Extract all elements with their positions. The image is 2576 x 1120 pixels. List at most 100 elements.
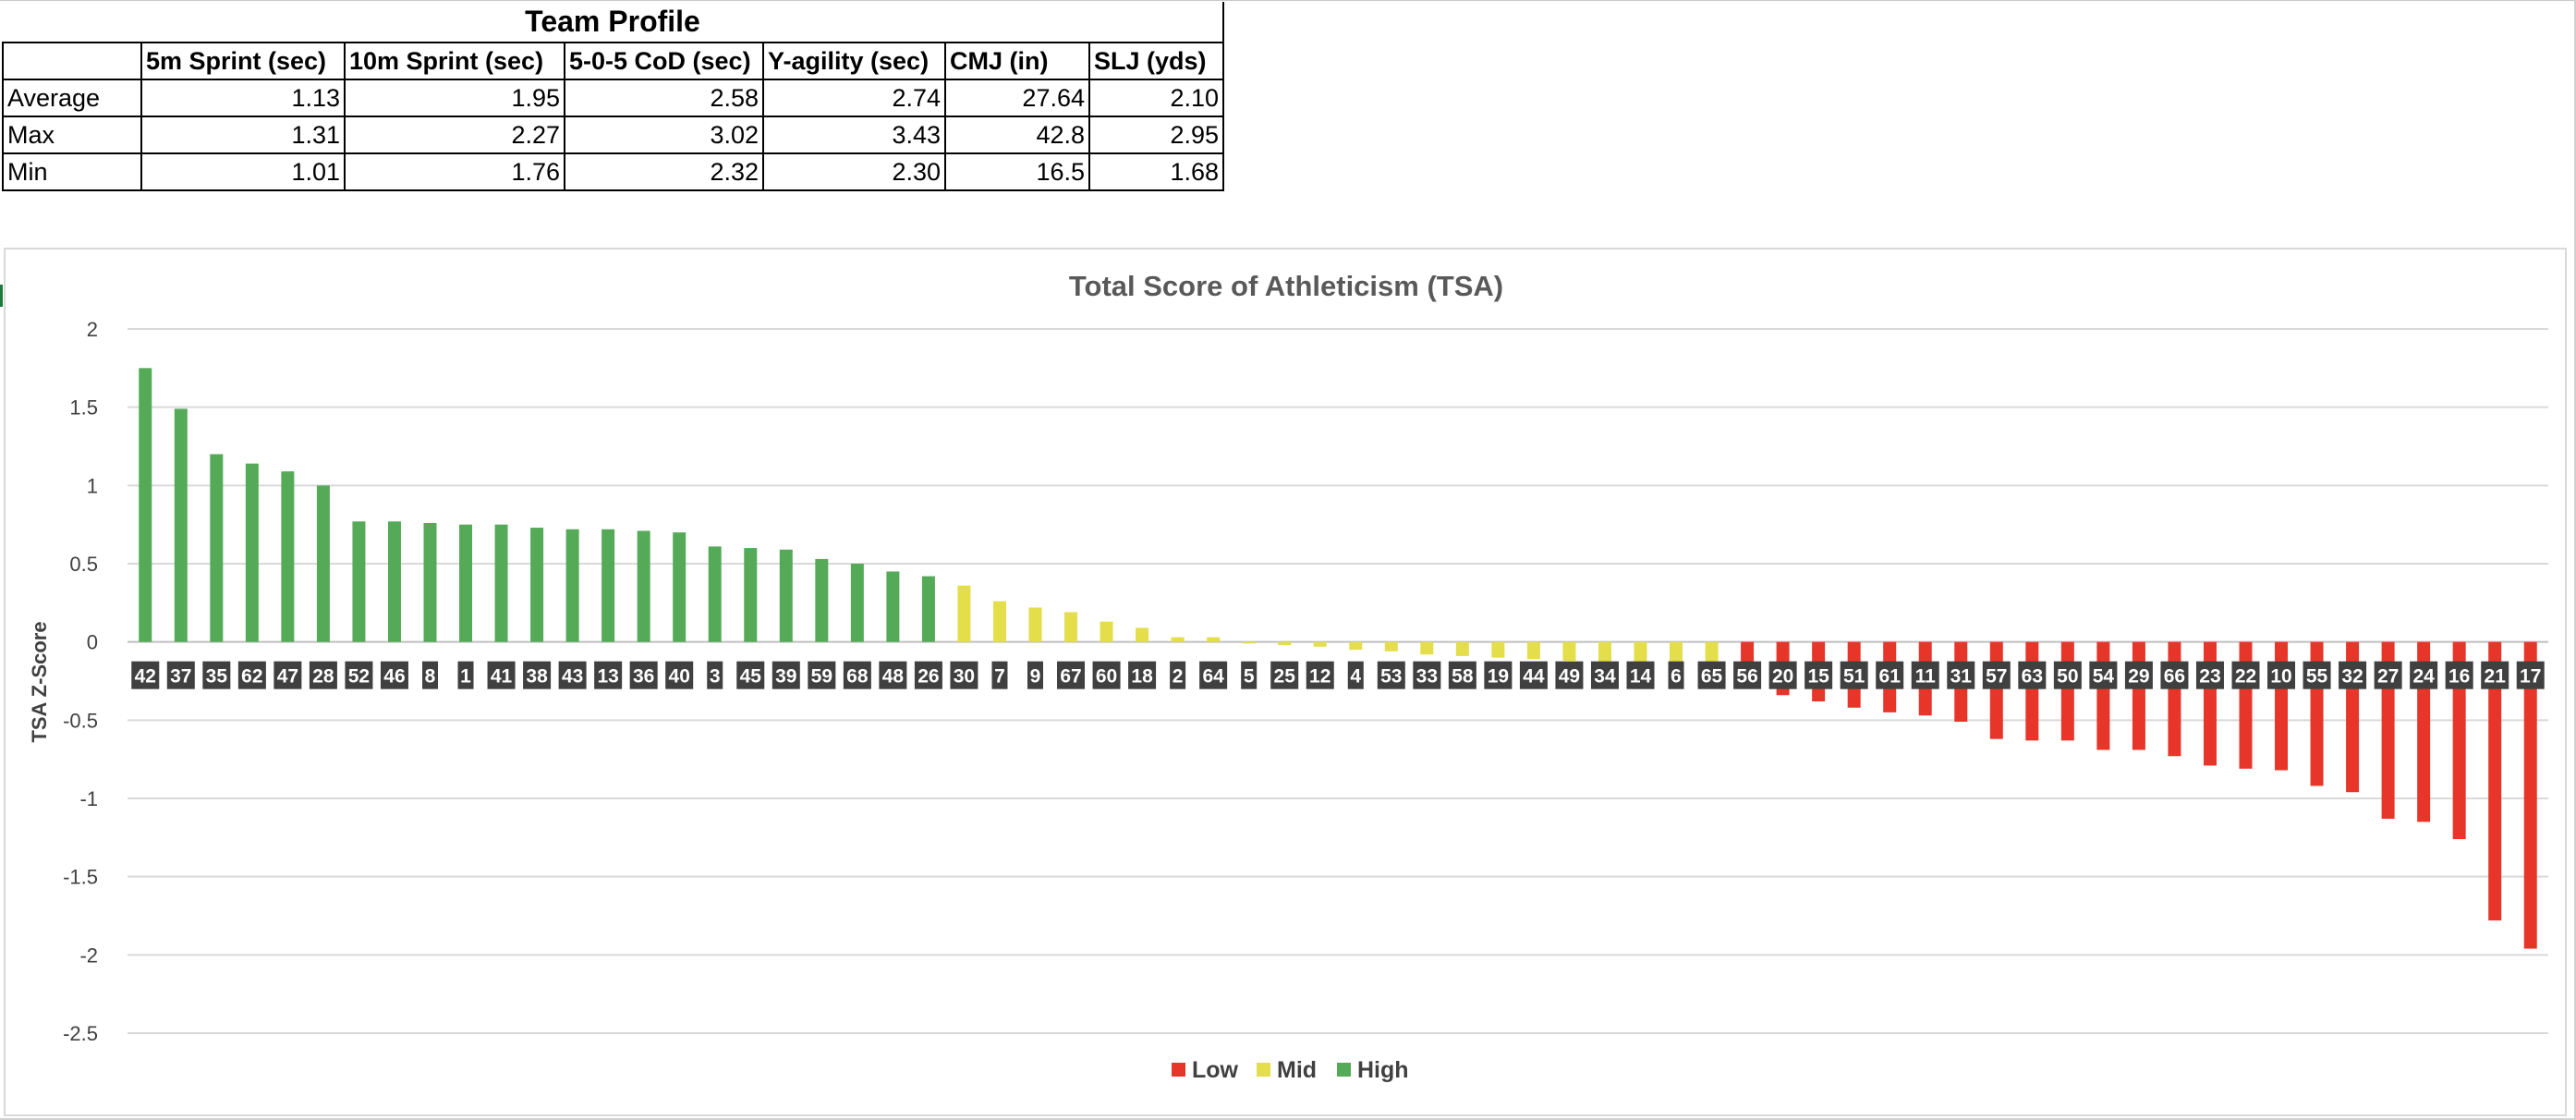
table-header-cell[interactable]: CMJ (in): [944, 42, 1090, 80]
table-header-cell[interactable]: [2, 42, 142, 80]
row-label[interactable]: Max: [2, 116, 142, 154]
table-cell[interactable]: 1.31: [140, 116, 346, 154]
y-axis-title[interactable]: TSA Z-Score: [28, 621, 51, 742]
bar-37[interactable]: [174, 408, 188, 642]
bar-65[interactable]: [1705, 641, 1719, 664]
bar-12[interactable]: [1313, 641, 1327, 647]
bar-26[interactable]: [921, 576, 935, 642]
table-cell[interactable]: 2.30: [762, 152, 946, 191]
table-header-cell[interactable]: 10m Sprint (sec): [344, 42, 565, 80]
tsa-chart[interactable]: Total Score of Athleticism (TSA) TSA Z-S…: [6, 250, 2565, 1114]
bar-58[interactable]: [1455, 641, 1469, 656]
bar-43[interactable]: [565, 529, 579, 642]
bar-label-box: [1947, 661, 1975, 689]
bar-3[interactable]: [708, 546, 722, 642]
bar-60[interactable]: [1100, 621, 1113, 642]
table-cell[interactable]: 3.02: [564, 116, 764, 154]
table-cell[interactable]: 2.32: [564, 152, 764, 191]
bar-18[interactable]: [1136, 627, 1149, 642]
bar-17[interactable]: [2523, 641, 2537, 949]
bar-49[interactable]: [1562, 641, 1576, 661]
bar-19[interactable]: [1491, 641, 1505, 658]
table-cell[interactable]: 3.43: [762, 116, 946, 154]
bar-28[interactable]: [316, 485, 330, 642]
bar-36[interactable]: [637, 530, 650, 642]
legend-label-high[interactable]: High: [1357, 1057, 1409, 1083]
bar-25[interactable]: [1278, 641, 1292, 646]
bar-6[interactable]: [1670, 641, 1683, 663]
bar-35[interactable]: [210, 454, 224, 642]
table-header-cell[interactable]: 5m Sprint (sec): [140, 42, 346, 80]
bar-53[interactable]: [1384, 641, 1398, 651]
bar-59[interactable]: [815, 558, 829, 642]
bar-22[interactable]: [2239, 641, 2253, 769]
bar-14[interactable]: [1634, 641, 1647, 663]
table-cell[interactable]: 1.68: [1088, 152, 1224, 191]
bar-42[interactable]: [139, 368, 152, 642]
bar-62[interactable]: [245, 463, 259, 642]
table-cell[interactable]: 2.74: [762, 79, 946, 117]
bar-label-box: [2089, 661, 2118, 689]
bar-21[interactable]: [2488, 641, 2502, 921]
chart-area[interactable]: Total Score of Athleticism (TSA) TSA Z-S…: [4, 248, 2567, 1116]
bar-57[interactable]: [1989, 641, 2003, 739]
bar-5[interactable]: [1242, 641, 1256, 644]
bar-label-box: [1590, 661, 1619, 689]
bar-39[interactable]: [779, 549, 793, 642]
table-cell[interactable]: 1.01: [140, 152, 346, 191]
bar-67[interactable]: [1064, 612, 1078, 642]
bar-50[interactable]: [2060, 641, 2074, 741]
table-header-cell[interactable]: SLJ (yds): [1088, 42, 1224, 80]
bar-label: 13: [597, 666, 618, 688]
table-cell[interactable]: 2.58: [564, 79, 764, 117]
table-cell[interactable]: 42.8: [944, 116, 1090, 154]
bar-30[interactable]: [957, 585, 971, 642]
bar-48[interactable]: [886, 571, 900, 642]
bar-29[interactable]: [2132, 641, 2145, 750]
bar-54[interactable]: [2096, 641, 2110, 750]
bar-4[interactable]: [1349, 641, 1363, 651]
legend-label-low[interactable]: Low: [1192, 1057, 1239, 1083]
legend[interactable]: Low Mid High: [1172, 1057, 1409, 1083]
bar-46[interactable]: [387, 521, 401, 642]
bar-13[interactable]: [601, 529, 615, 642]
legend-label-mid[interactable]: Mid: [1277, 1057, 1317, 1083]
bar-label-box: [2231, 661, 2260, 689]
table-cell[interactable]: 2.10: [1088, 79, 1224, 117]
bar-7[interactable]: [992, 601, 1006, 642]
bar-63[interactable]: [2025, 641, 2039, 741]
bar-44[interactable]: [1526, 641, 1540, 660]
bar-66[interactable]: [2168, 641, 2181, 757]
row-label[interactable]: Average: [2, 79, 142, 117]
row-label[interactable]: Min: [2, 152, 142, 191]
table-cell[interactable]: 2.27: [344, 116, 565, 154]
bar-9[interactable]: [1028, 607, 1042, 642]
bar-16[interactable]: [2452, 641, 2466, 840]
table-title[interactable]: Team Profile: [3, 2, 1224, 43]
table-header-cell[interactable]: 5-0-5 CoD (sec): [564, 42, 764, 80]
bar-10[interactable]: [2275, 641, 2289, 771]
bar-2[interactable]: [1171, 637, 1185, 642]
table-cell[interactable]: 27.64: [944, 79, 1090, 117]
bar-47[interactable]: [281, 471, 295, 642]
table-header-cell[interactable]: Y-agility (sec): [762, 42, 946, 80]
bar-23[interactable]: [2203, 641, 2217, 766]
bar-8[interactable]: [423, 522, 437, 642]
bar-34[interactable]: [1598, 641, 1611, 663]
table-cell[interactable]: 1.76: [344, 152, 565, 191]
bar-52[interactable]: [352, 521, 366, 642]
bar-45[interactable]: [744, 548, 758, 642]
bar-41[interactable]: [494, 524, 508, 642]
bar-64[interactable]: [1207, 637, 1221, 642]
table-cell[interactable]: 16.5: [944, 152, 1090, 191]
bar-label: 59: [811, 666, 832, 688]
table-cell[interactable]: 2.95: [1088, 116, 1224, 154]
bar-33[interactable]: [1420, 641, 1434, 655]
bar-38[interactable]: [530, 528, 544, 642]
table-cell[interactable]: 1.13: [140, 79, 346, 117]
bar-1[interactable]: [459, 524, 473, 642]
chart-title[interactable]: Total Score of Athleticism (TSA): [1069, 270, 1503, 302]
table-cell[interactable]: 1.95: [344, 79, 565, 117]
bar-40[interactable]: [673, 532, 687, 642]
bar-68[interactable]: [850, 564, 864, 642]
